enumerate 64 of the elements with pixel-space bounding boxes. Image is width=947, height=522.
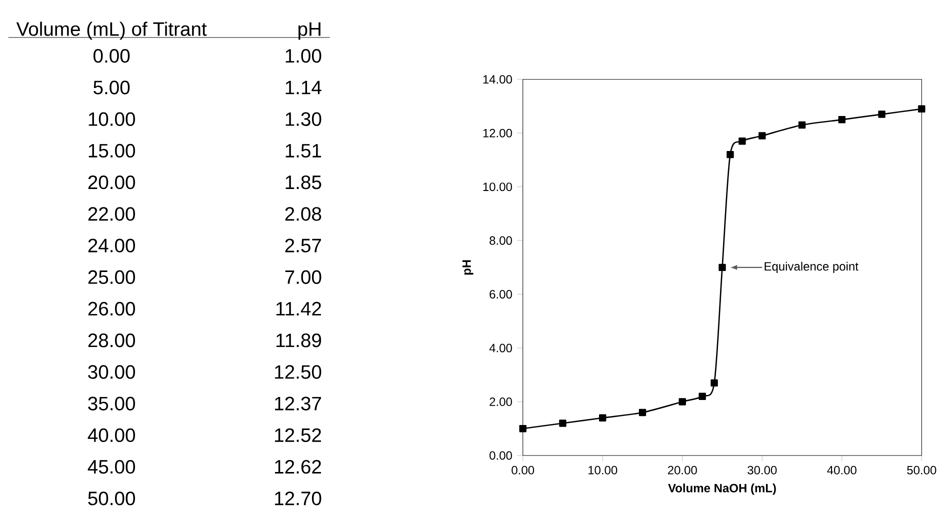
text: 12.70 <box>275 491 322 506</box>
y-tick-label: 14.00 <box>483 75 512 84</box>
x-tick-label: 0.00 <box>512 466 534 474</box>
text: 12.37 <box>275 396 321 410</box>
text: 45.00 <box>88 460 136 474</box>
y-tick-label: 6.00 <box>490 290 512 298</box>
y-tick-label: 8.00 <box>490 236 512 245</box>
text: 20.00 <box>88 175 136 190</box>
text: 0.00 <box>94 48 130 63</box>
text: 12.50 <box>275 365 322 379</box>
point <box>559 420 566 427</box>
point <box>718 264 726 271</box>
text: 1.14 <box>286 80 322 94</box>
point <box>599 414 606 422</box>
point <box>838 116 846 124</box>
point <box>678 398 686 406</box>
point <box>726 150 734 158</box>
point <box>738 137 746 145</box>
x-tick-label: 40.00 <box>827 466 856 474</box>
text: 11.42 <box>276 302 321 316</box>
text: 15.00 <box>88 144 136 158</box>
text: 5.00 <box>94 80 130 94</box>
text: 26.00 <box>88 302 136 316</box>
text: pH <box>298 22 320 40</box>
text: 24.00 <box>88 238 136 252</box>
x-tick-label: 20.00 <box>668 466 697 474</box>
text: 1.51 <box>286 144 322 158</box>
text: 11.89 <box>276 333 322 348</box>
point <box>798 121 806 129</box>
text: 1.00 <box>286 48 322 63</box>
annotation: Equivalence point <box>764 262 858 273</box>
text: 28.00 <box>88 333 136 348</box>
x-tick-label: 30.00 <box>748 466 777 474</box>
text: 22.00 <box>88 207 136 221</box>
text: 2.57 <box>285 238 321 252</box>
x-tick-label: 50.00 <box>907 466 936 474</box>
text: 12.52 <box>275 428 321 442</box>
y-tick-label: 2.00 <box>490 397 512 406</box>
point <box>918 105 926 112</box>
point <box>638 408 646 416</box>
text: 35.00 <box>88 396 136 410</box>
text: 10.00 <box>88 112 136 126</box>
text: 25.00 <box>88 270 136 284</box>
text: 40.00 <box>88 428 136 442</box>
text: 50.00 <box>88 491 136 506</box>
text: 1.30 <box>286 112 322 126</box>
point <box>878 110 886 118</box>
text: 1.85 <box>286 175 322 190</box>
x-tick-label: 10.00 <box>588 466 618 474</box>
y-tick-label: 10.00 <box>483 182 512 191</box>
text: 12.62 <box>275 460 321 474</box>
text: 30.00 <box>88 365 136 379</box>
y-tick-label: 0.00 <box>490 451 512 460</box>
text: 2.08 <box>285 207 322 221</box>
y-axis-title: pH <box>462 260 474 275</box>
text: Volume (mL) of Titrant <box>16 22 207 40</box>
point <box>710 379 718 386</box>
point <box>519 424 526 432</box>
y-tick-label: 12.00 <box>483 128 512 138</box>
point <box>758 132 766 140</box>
x-axis-title: Volume NaOH (mL) <box>668 483 776 495</box>
text: 7.00 <box>285 270 322 284</box>
y-tick-label: 4.00 <box>489 344 512 352</box>
point <box>698 392 706 400</box>
